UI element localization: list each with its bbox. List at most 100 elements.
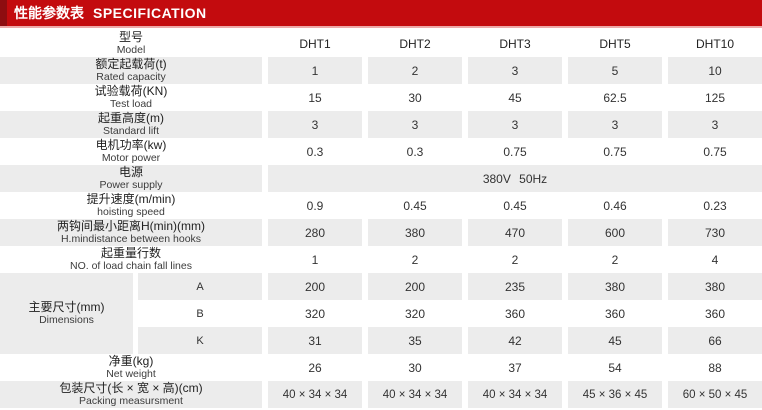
value-dim-b-DHT5: 360	[604, 306, 626, 321]
column-header-DHT10: DHT10	[695, 36, 734, 51]
row-label-zh-net-weight: 净重(kg)	[108, 354, 154, 368]
row-label-en-model: Model	[116, 44, 146, 56]
value-standard-lift-DHT3: 3	[468, 111, 562, 138]
row-packing: 包装尺寸(长 × 宽 × 高)(cm) Packing measursment 40…	[0, 381, 762, 408]
value-hoisting-speed-DHT2: 0.45	[403, 198, 427, 213]
value-standard-lift-DHT10: 3	[668, 111, 762, 138]
page-title-en: SPECIFICATION	[93, 5, 207, 21]
row-label-en-motor-power: Motor power	[101, 152, 161, 164]
value-fall-lines-DHT3: 2	[511, 252, 519, 267]
value-dim-a-DHT2: 200	[368, 273, 462, 300]
value-min-hook-distance-DHT2: 380	[368, 219, 462, 246]
row-label-zh-standard-lift: 起重高度(m)	[98, 111, 164, 125]
row-label-en-net-weight: Net weight	[106, 368, 156, 380]
value-dim-a-DHT3: 235	[468, 273, 562, 300]
value-standard-lift-DHT5: 3	[568, 111, 662, 138]
value-net-weight-DHT10: 88	[708, 360, 722, 375]
value-hoisting-speed-DHT10: 0.23	[703, 198, 727, 213]
value-dim-a-DHT1: 200	[268, 273, 362, 300]
dim-key-a: A	[138, 273, 262, 300]
value-dim-b-DHT2: 320	[404, 306, 426, 321]
value-packing-DHT5: 45 × 36 × 45	[568, 381, 662, 408]
row-net-weight: 净重(kg) Net weight 26 30 37 54 88	[0, 354, 762, 381]
row-dim-k: K 31 35 42 45 66	[133, 327, 762, 354]
row-label-en-min-hook-distance: H.mindistance between hooks	[60, 233, 202, 245]
dimension-subrows: A 200 200 235 380 380 B 320 320 360 360 360 K 31 35 42 4…	[133, 273, 762, 354]
row-label-power-supply: 电源 Power supply	[0, 165, 262, 192]
value-hoisting-speed-DHT1: 0.9	[306, 198, 324, 213]
row-label-en-dimensions: Dimensions	[39, 314, 94, 326]
row-label-standard-lift: 起重高度(m) Standard lift	[0, 111, 262, 138]
row-label-en-test-load: Test load	[109, 98, 153, 110]
row-label-zh-packing: 包装尺寸(长 × 宽 × 高)(cm)	[59, 381, 203, 395]
row-label-model: 型号 Model	[0, 30, 262, 57]
spec-table: 型号 Model DHT1 DHT2 DHT3 DHT5 DHT10 额定起载荷(t) Rate…	[0, 30, 762, 408]
row-label-zh-rated-capacity: 额定起载荷(t)	[95, 57, 167, 71]
row-motor-power: 电机功率(kw) Motor power 0.3 0.3 0.75 0.75 0.75	[0, 138, 762, 165]
value-fall-lines-DHT10: 4	[711, 252, 719, 267]
row-label-hoisting-speed: 提升速度(m/min) hoisting speed	[0, 192, 262, 219]
row-dim-a: A 200 200 235 380 380	[133, 273, 762, 300]
dim-key-b: B	[196, 307, 204, 320]
value-dim-b-DHT3: 360	[504, 306, 526, 321]
row-label-en-standard-lift: Standard lift	[102, 125, 160, 137]
value-rated-capacity-DHT5: 5	[568, 57, 662, 84]
row-label-en-hoisting-speed: hoisting speed	[97, 206, 165, 218]
row-hoisting-speed: 提升速度(m/min) hoisting speed 0.9 0.45 0.45 0.46…	[0, 192, 762, 219]
value-packing-DHT3: 40 × 34 × 34	[468, 381, 562, 408]
value-packing-DHT10: 60 × 50 × 45	[668, 381, 762, 408]
value-dim-b-DHT10: 360	[704, 306, 726, 321]
value-packing-DHT2: 40 × 34 × 34	[368, 381, 462, 408]
value-min-hook-distance-DHT1: 280	[268, 219, 362, 246]
value-packing-DHT1: 40 × 34 × 34	[268, 381, 362, 408]
row-label-zh-model: 型号	[118, 30, 143, 44]
value-test-load-DHT1: 15	[308, 90, 322, 105]
value-dim-k-DHT3: 42	[468, 327, 562, 354]
value-standard-lift-DHT1: 3	[268, 111, 362, 138]
value-net-weight-DHT5: 54	[608, 360, 622, 375]
value-test-load-DHT10: 125	[704, 90, 726, 105]
row-group-dimensions: 主要尺寸(mm) Dimensions A 200 200 235 380 380 B 320 32…	[0, 273, 762, 354]
value-net-weight-DHT1: 26	[308, 360, 322, 375]
value-motor-power-DHT1: 0.3	[306, 144, 324, 159]
merged-value-power-supply: 380V 50Hz	[268, 165, 762, 192]
row-label-motor-power: 电机功率(kw) Motor power	[0, 138, 262, 165]
value-hoisting-speed-DHT5: 0.46	[603, 198, 627, 213]
value-test-load-DHT3: 45	[508, 90, 522, 105]
page-title-zh: 性能参数表	[14, 5, 84, 21]
value-dim-a-DHT5: 380	[568, 273, 662, 300]
row-label-zh-hoisting-speed: 提升速度(m/min)	[86, 192, 176, 206]
row-test-load: 试验载荷(KN) Test load 15 30 45 62.5 125	[0, 84, 762, 111]
row-label-zh-test-load: 试验载荷(KN)	[94, 84, 168, 98]
value-min-hook-distance-DHT10: 730	[668, 219, 762, 246]
row-label-zh-fall-lines: 起重量行数	[100, 246, 161, 260]
value-dim-k-DHT1: 31	[268, 327, 362, 354]
title-bar: 性能参数表 SPECIFICATION	[0, 0, 762, 28]
value-net-weight-DHT2: 30	[408, 360, 422, 375]
value-dim-b-DHT1: 320	[304, 306, 326, 321]
value-rated-capacity-DHT3: 3	[468, 57, 562, 84]
row-rated-capacity: 额定起载荷(t) Rated capacity 1 2 3 5 10	[0, 57, 762, 84]
row-label-min-hook-distance: 两钩间最小距离H(min)(mm) H.mindistance between h…	[0, 219, 262, 246]
value-motor-power-DHT2: 0.3	[406, 144, 424, 159]
title-accent-square	[0, 0, 7, 26]
row-fall-lines: 起重量行数 NO. of load chain fall lines 1 2 2 2 4	[0, 246, 762, 273]
row-label-en-rated-capacity: Rated capacity	[96, 71, 166, 83]
value-motor-power-DHT3: 0.75	[503, 144, 527, 159]
column-header-DHT2: DHT2	[399, 36, 431, 51]
value-standard-lift-DHT2: 3	[368, 111, 462, 138]
row-label-net-weight: 净重(kg) Net weight	[0, 354, 262, 381]
row-min-hook-distance: 两钩间最小距离H(min)(mm) H.mindistance between h…	[0, 219, 762, 246]
row-label-en-fall-lines: NO. of load chain fall lines	[70, 260, 192, 272]
row-label-zh-min-hook-distance: 两钩间最小距离H(min)(mm)	[57, 219, 205, 233]
value-rated-capacity-DHT2: 2	[368, 57, 462, 84]
value-dim-a-DHT10: 380	[668, 273, 762, 300]
row-label-packing: 包装尺寸(长 × 宽 × 高)(cm) Packing measursment	[0, 381, 262, 408]
value-rated-capacity-DHT10: 10	[668, 57, 762, 84]
row-dim-b: B 320 320 360 360 360	[133, 300, 762, 327]
row-label-en-power-supply: Power supply	[99, 179, 163, 191]
column-header-DHT3: DHT3	[499, 36, 531, 51]
row-model: 型号 Model DHT1 DHT2 DHT3 DHT5 DHT10	[0, 30, 762, 57]
row-label-en-packing: Packing measursment	[79, 395, 183, 407]
